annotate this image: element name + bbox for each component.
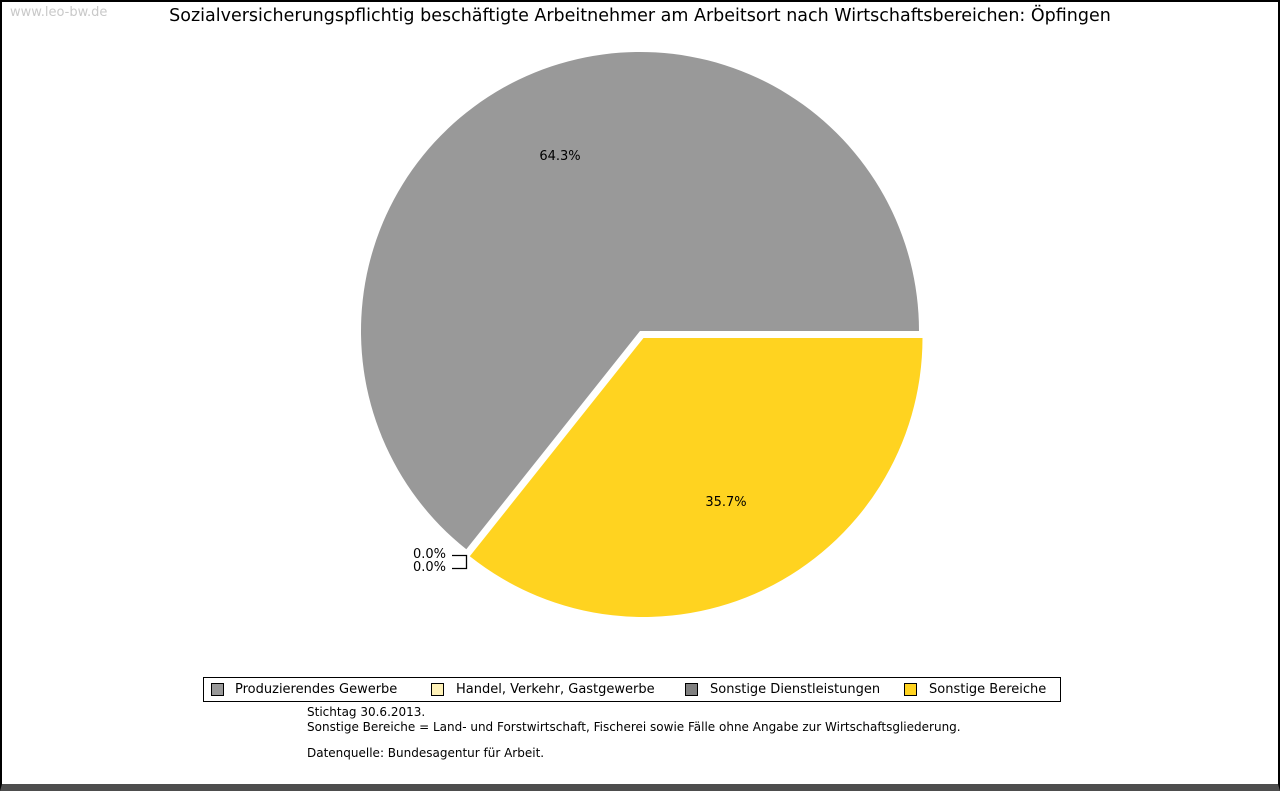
page-title: Sozialversicherungspflichtig beschäftigt…: [169, 6, 1111, 26]
watermark: www.leo-bw.de: [10, 5, 108, 20]
footnote-datenquelle: Datenquelle: Bundesagentur für Arbeit.: [307, 746, 545, 760]
footnote-sonstige-bereiche-definition: Sonstige Bereiche = Land- und Forstwirts…: [307, 720, 961, 734]
legend-label: Handel, Verkehr, Gastgewerbe: [456, 682, 655, 697]
legend-label: Sonstige Bereiche: [929, 682, 1047, 697]
slice-label-sonstige-bereiche: 35.7%: [705, 495, 747, 510]
legend-swatch-rect: [211, 683, 224, 696]
legend-swatch-icon: [904, 683, 917, 696]
slice-label-produzierendes-gewerbe: 64.3%: [539, 149, 581, 164]
footnote-stichtag: Stichtag 30.6.2013.: [307, 705, 426, 719]
legend-swatch-icon: [431, 683, 444, 696]
slice-label-sonstige-dienstleistungen: 0.0%: [412, 560, 446, 575]
slice-label-handel-verkehr-gastgewerbe: 0.0%: [412, 547, 446, 562]
legend-label: Produzierendes Gewerbe: [235, 682, 398, 697]
legend-swatch-rect: [685, 683, 698, 696]
legend-label: Sonstige Dienstleistungen: [710, 682, 881, 697]
pie-slice-sonstige-bereiche: [469, 338, 923, 617]
legend: Produzierendes Gewerbe Handel, Verkehr, …: [203, 677, 1061, 702]
legend-swatch-rect: [431, 683, 444, 696]
pie-slice-produzierendes-gewerbe: [361, 51, 919, 550]
legend-swatch-icon: [211, 683, 224, 696]
legend-swatch-icon: [685, 683, 698, 696]
legend-swatch-rect: [904, 683, 917, 696]
zero-slices-leader-line: [452, 554, 468, 570]
